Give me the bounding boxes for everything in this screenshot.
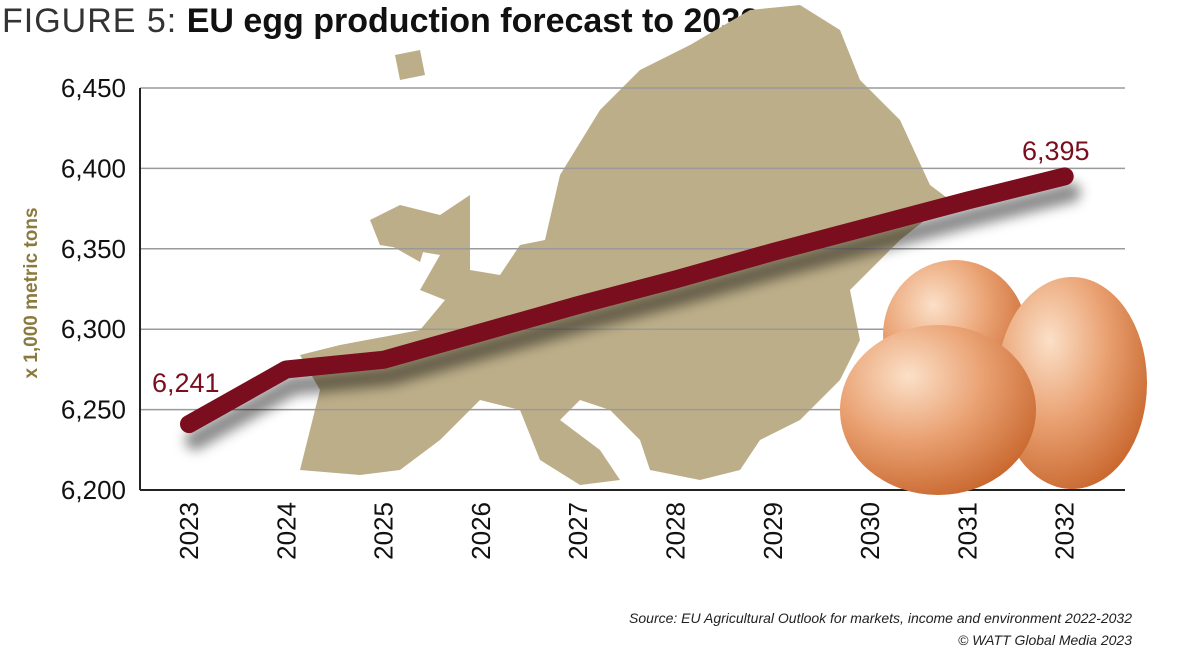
source-note: Source: EU Agricultural Outlook for mark… <box>629 607 1132 651</box>
line-shadow <box>185 182 1081 451</box>
figure-title: EU egg production forecast to 2032 <box>186 2 760 40</box>
y-tick-label: 6,450 <box>61 73 126 103</box>
x-tick-label: 2027 <box>563 502 593 560</box>
data-label-last: 6,395 <box>1022 136 1090 166</box>
copyright-text: © WATT Global Media 2023 <box>958 632 1132 648</box>
y-tick-label: 6,250 <box>61 395 126 425</box>
y-tick-label: 6,350 <box>61 234 126 264</box>
x-tick-label: 2029 <box>758 502 788 560</box>
x-tick-label: 2032 <box>1050 502 1080 560</box>
series-line <box>180 167 1074 434</box>
eggs-illustration <box>840 260 1147 495</box>
x-tick-label: 2031 <box>952 502 982 560</box>
y-tick-label: 6,300 <box>61 314 126 344</box>
data-label-first: 6,241 <box>152 368 220 398</box>
x-tick-label: 2026 <box>466 502 496 560</box>
x-tick-label: 2024 <box>271 502 301 560</box>
x-tick-label: 2025 <box>369 502 399 560</box>
x-tick-label: 2028 <box>661 502 691 560</box>
x-tick-label: 2030 <box>855 502 885 560</box>
y-tick-label: 6,200 <box>61 475 126 505</box>
x-tick-label: 2023 <box>174 502 204 560</box>
source-text: Source: EU Agricultural Outlook for mark… <box>629 610 1132 626</box>
chart-title: FIGURE 5: EU egg production forecast to … <box>2 2 759 41</box>
y-axis-label: x 1,000 metric tons <box>21 207 42 379</box>
y-tick-label: 6,400 <box>61 153 126 183</box>
figure-number: FIGURE 5: <box>2 2 178 40</box>
